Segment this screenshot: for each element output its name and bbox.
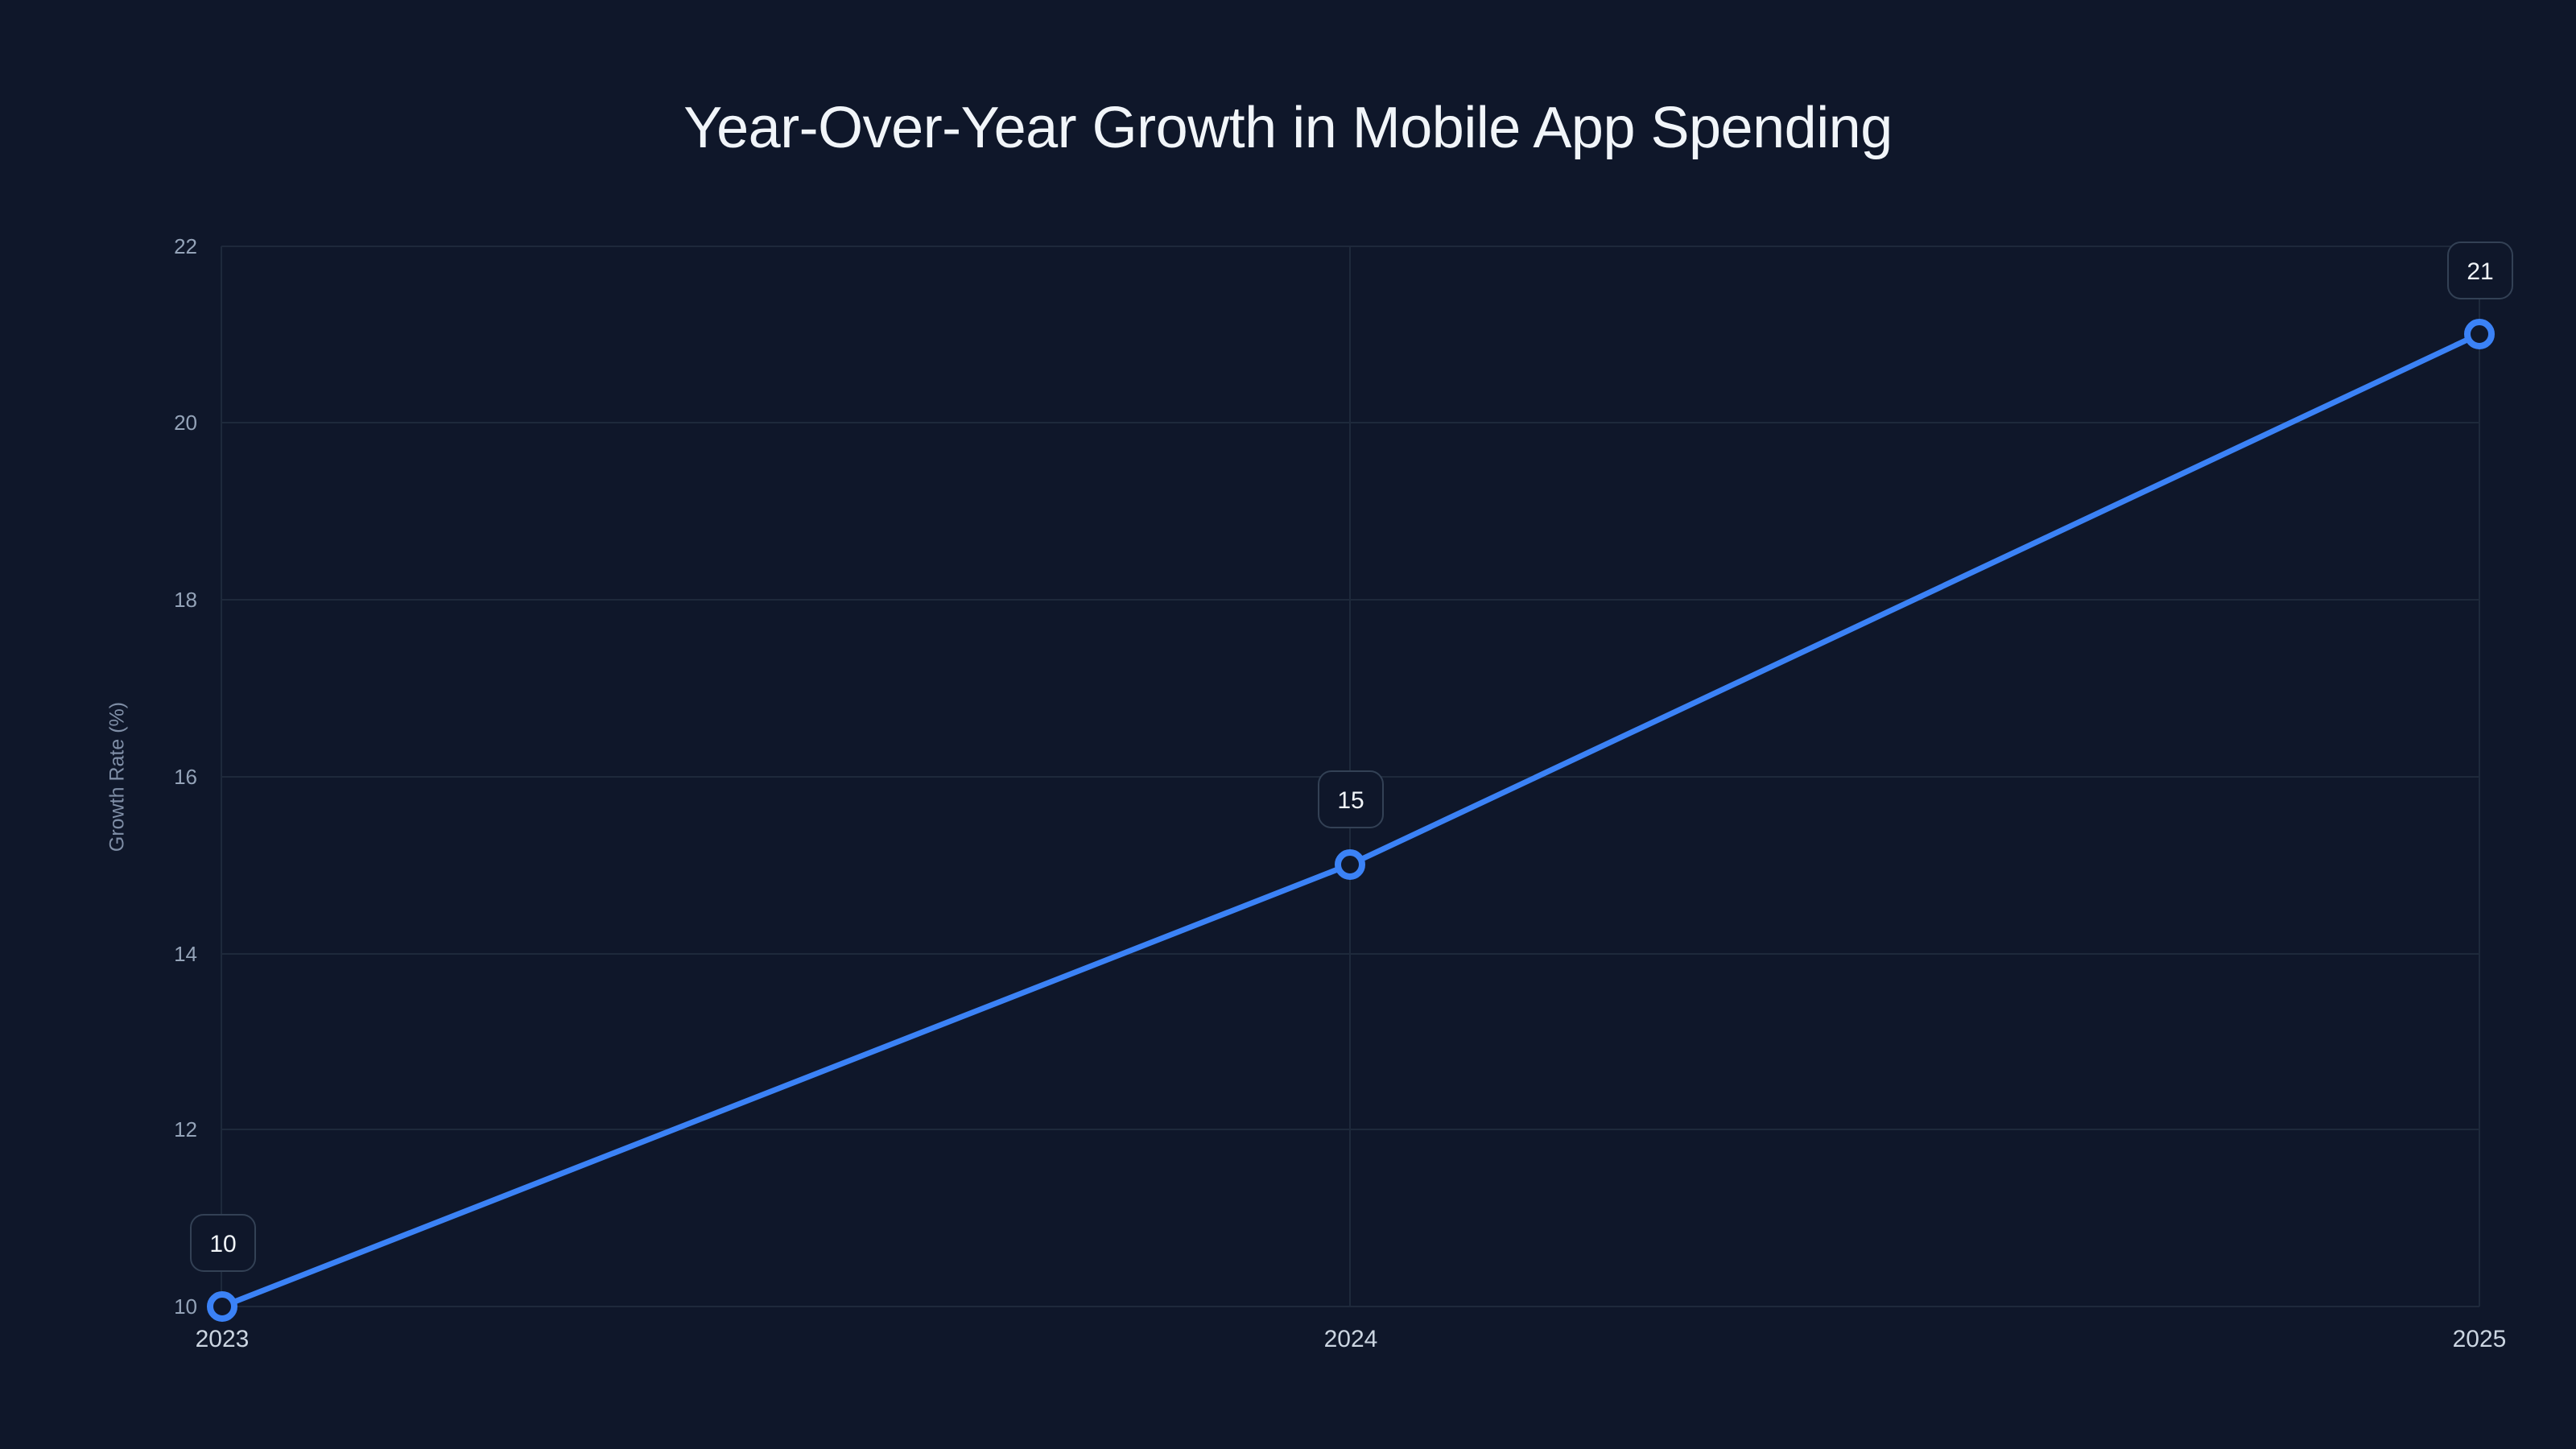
data-point-2024[interactable] — [1335, 849, 1365, 880]
x-tick: 2025 — [2453, 1326, 2507, 1352]
y-tick: 16 — [174, 765, 197, 789]
chart-title: Year-Over-Year Growth in Mobile App Spen… — [683, 96, 1893, 160]
grid — [221, 246, 2480, 1307]
data-labels: 10 15 21 — [190, 242, 2513, 1272]
data-points — [207, 319, 2495, 1322]
y-tick: 18 — [174, 588, 197, 612]
y-tick: 20 — [174, 411, 197, 435]
x-tick: 2024 — [1324, 1326, 1378, 1352]
svg-text:21: 21 — [2467, 258, 2493, 285]
y-tick: 14 — [174, 942, 197, 966]
data-label-2024: 15 — [1318, 770, 1384, 828]
y-tick: 22 — [174, 234, 197, 258]
y-tick: 12 — [174, 1117, 197, 1141]
svg-text:10: 10 — [209, 1231, 236, 1257]
x-axis-ticks: 2023 2024 2025 — [196, 1326, 2507, 1352]
x-tick: 2023 — [196, 1326, 250, 1352]
data-label-2025: 21 — [2447, 242, 2513, 299]
y-axis-ticks: 22 20 18 16 14 12 10 — [174, 234, 197, 1319]
y-tick: 10 — [174, 1294, 197, 1319]
data-point-2025[interactable] — [2464, 319, 2495, 349]
svg-text:15: 15 — [1337, 787, 1364, 814]
data-label-2023: 10 — [190, 1214, 256, 1272]
data-point-2023[interactable] — [207, 1291, 237, 1322]
